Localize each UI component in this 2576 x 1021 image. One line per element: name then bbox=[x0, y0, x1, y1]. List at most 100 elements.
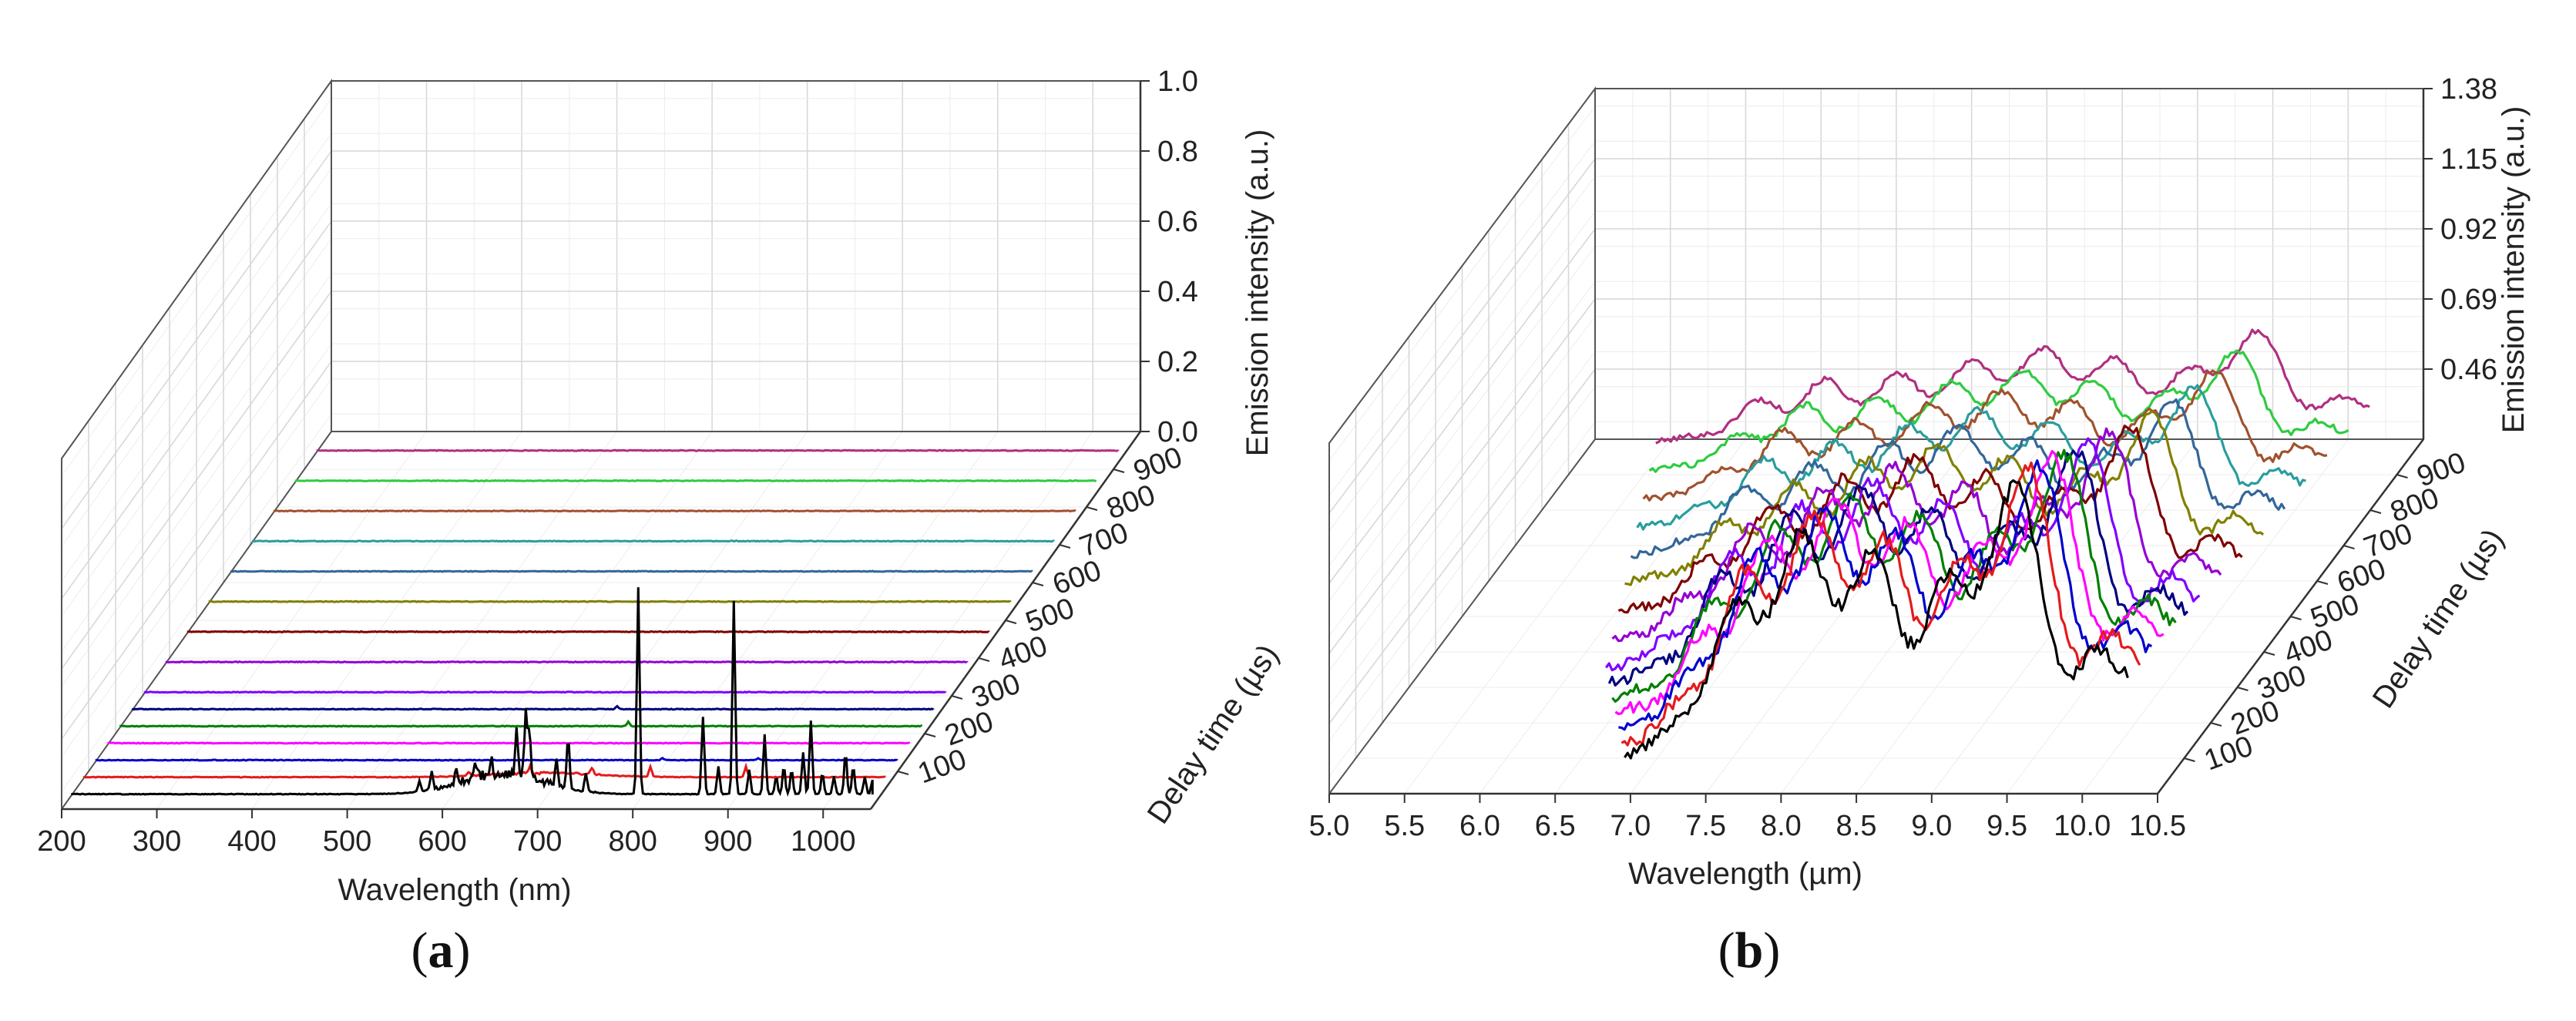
a-y-tick bbox=[951, 695, 963, 700]
a-x-tick-label: 200 bbox=[37, 825, 86, 858]
a-y-tick bbox=[1113, 469, 1125, 473]
b-x-tick-label: 8.5 bbox=[1836, 810, 1877, 842]
a-x-tick-label: 1000 bbox=[791, 825, 856, 858]
a-x-tick-label: 800 bbox=[608, 825, 657, 858]
panel-a-series-line-14 bbox=[294, 479, 1097, 482]
b-z-tick-label: 1.38 bbox=[2440, 73, 2497, 106]
a-y-tick-label: 800 bbox=[1103, 479, 1160, 526]
a-z-tick-label: 0.4 bbox=[1157, 276, 1198, 308]
panel-a-label: (a) bbox=[411, 922, 471, 979]
b-y-tick bbox=[2184, 757, 2195, 762]
a-y-tick-label: 100 bbox=[914, 743, 971, 790]
panel-a-series-line-11 bbox=[230, 569, 1033, 573]
b-x-tick-label: 5.0 bbox=[1309, 810, 1350, 842]
panel-a-series-line-12 bbox=[251, 539, 1055, 543]
panel-b-series-line-10 bbox=[1624, 410, 2265, 586]
b-y-tick bbox=[2210, 722, 2222, 727]
a-y-tick bbox=[1086, 506, 1098, 511]
a-y-tick bbox=[924, 733, 936, 737]
b-z-tick-label: 0.92 bbox=[2440, 213, 2497, 246]
panel-b-grid bbox=[1328, 86, 2424, 796]
panel-a-series-line-13 bbox=[273, 509, 1076, 513]
panel-b-series-line-12 bbox=[1636, 384, 2306, 531]
b-z-tick-label: 1.15 bbox=[2440, 143, 2497, 176]
b-y-tick bbox=[2343, 545, 2355, 549]
panel-a-series-line-8 bbox=[165, 660, 969, 664]
panel-b-series-line-4 bbox=[1614, 450, 2165, 716]
panel-b-chart: 5.0 5.5 6.0 6.5 7.0 7.5 8.0 8.5 9.0 9.5 10.0 10.510… bbox=[1309, 73, 2531, 979]
b-z-tick-label: 0.69 bbox=[2440, 284, 2497, 316]
panel-b-label: (b) bbox=[1718, 922, 1781, 979]
b-x-tick-label: 9.0 bbox=[1911, 810, 1952, 842]
panel-a-series-line-3 bbox=[95, 757, 898, 762]
b-y-tick bbox=[2263, 651, 2275, 656]
b-x-tick-label: 5.5 bbox=[1384, 810, 1425, 842]
a-y-tick-label: 700 bbox=[1076, 516, 1133, 563]
panel-a-series-line-4 bbox=[107, 741, 910, 745]
panel-a-y-axis-label: Delay time (µs) bbox=[1141, 639, 1285, 830]
a-x-tick-label: 600 bbox=[418, 825, 466, 858]
panel-b-series bbox=[1604, 328, 2370, 760]
panel-a-series bbox=[71, 448, 1120, 797]
panel-a-series-line-6 bbox=[131, 704, 935, 711]
a-y-tick bbox=[1032, 582, 1044, 586]
panel-b-axes: 5.0 5.5 6.0 6.5 7.0 7.5 8.0 8.5 9.0 9.5 10.0 10.510… bbox=[1309, 73, 2497, 842]
b-y-tick bbox=[2396, 474, 2408, 479]
panel-b-label-letter: b bbox=[1735, 922, 1764, 979]
a-y-tick bbox=[978, 657, 990, 662]
a-z-tick-label: 1.0 bbox=[1157, 65, 1198, 98]
b-y-tick bbox=[2369, 509, 2382, 514]
a-x-tick-label: 900 bbox=[704, 825, 752, 858]
a-y-tick bbox=[1005, 620, 1017, 624]
panel-a-z-axis-label: Emission intensity (a.u.) bbox=[1241, 129, 1275, 457]
panel-a-chart: 200 300 400 500 600 700 800 900 1000100200300400… bbox=[37, 65, 1285, 979]
panel-a-series-line-7 bbox=[143, 690, 947, 694]
panel-b-series-line-3 bbox=[1618, 459, 2153, 731]
b-y-tick bbox=[2237, 687, 2249, 691]
panel-a-label-close-paren: ) bbox=[454, 922, 471, 979]
a-x-tick-label: 300 bbox=[133, 825, 181, 858]
b-z-tick-label: 0.46 bbox=[2440, 354, 2497, 386]
panel-b-z-axis-label: Emission intensity (a.u.) bbox=[2497, 106, 2531, 434]
b-x-tick-label: 10.5 bbox=[2129, 810, 2186, 842]
a-y-tick-label: 600 bbox=[1049, 554, 1106, 601]
b-y-tick bbox=[2290, 616, 2302, 620]
a-z-tick-label: 0.8 bbox=[1157, 136, 1198, 168]
panel-b-label-open-paren: ( bbox=[1718, 922, 1735, 979]
a-y-tick-label: 500 bbox=[1022, 592, 1079, 639]
panel-a-x-axis-label: Wavelength (nm) bbox=[338, 873, 571, 907]
panel-a-grid bbox=[61, 78, 1141, 812]
b-y-tick bbox=[2316, 580, 2329, 585]
panel-b-label-close-paren: ) bbox=[1763, 922, 1780, 979]
panel-a-label-open-paren: ( bbox=[411, 922, 428, 979]
a-y-tick-label: 400 bbox=[995, 630, 1052, 677]
panel-a-axes: 200 300 400 500 600 700 800 900 1000100200300400… bbox=[37, 65, 1198, 858]
a-x-tick-label: 400 bbox=[227, 825, 276, 858]
panel-a-label-letter: a bbox=[428, 922, 454, 979]
panel-a-series-line-9 bbox=[186, 630, 990, 633]
b-x-tick-label: 9.5 bbox=[1987, 810, 2027, 842]
a-y-tick bbox=[897, 771, 909, 775]
panel-b-series-line-1 bbox=[1624, 479, 2129, 760]
b-x-tick-label: 6.0 bbox=[1459, 810, 1500, 842]
b-x-tick-label: 6.5 bbox=[1535, 810, 1576, 842]
b-y-tick-label: 900 bbox=[2413, 446, 2470, 493]
panel-a-series-line-15 bbox=[316, 448, 1120, 452]
panel-b-series-line-11 bbox=[1630, 398, 2286, 559]
b-x-tick-label: 7.5 bbox=[1685, 810, 1726, 842]
b-x-tick-label: 7.0 bbox=[1610, 810, 1651, 842]
panel-a-series-line-5 bbox=[119, 719, 922, 728]
panel-b-series-line-8 bbox=[1611, 427, 2222, 643]
a-y-tick-label: 300 bbox=[968, 667, 1025, 714]
panel-a-series-line-1 bbox=[71, 587, 874, 797]
panel-a-series-line-10 bbox=[208, 600, 1012, 603]
b-x-tick-label: 10.0 bbox=[2054, 810, 2111, 842]
b-x-tick-label: 8.0 bbox=[1761, 810, 1802, 842]
a-z-tick-label: 0.2 bbox=[1157, 346, 1198, 378]
panel-b-series-line-5 bbox=[1611, 448, 2177, 704]
a-y-tick bbox=[1059, 544, 1071, 549]
a-x-tick-label: 700 bbox=[513, 825, 562, 858]
a-y-tick-label: 200 bbox=[941, 705, 998, 752]
panel-b-x-axis-label: Wavelength (µm) bbox=[1628, 857, 1862, 891]
